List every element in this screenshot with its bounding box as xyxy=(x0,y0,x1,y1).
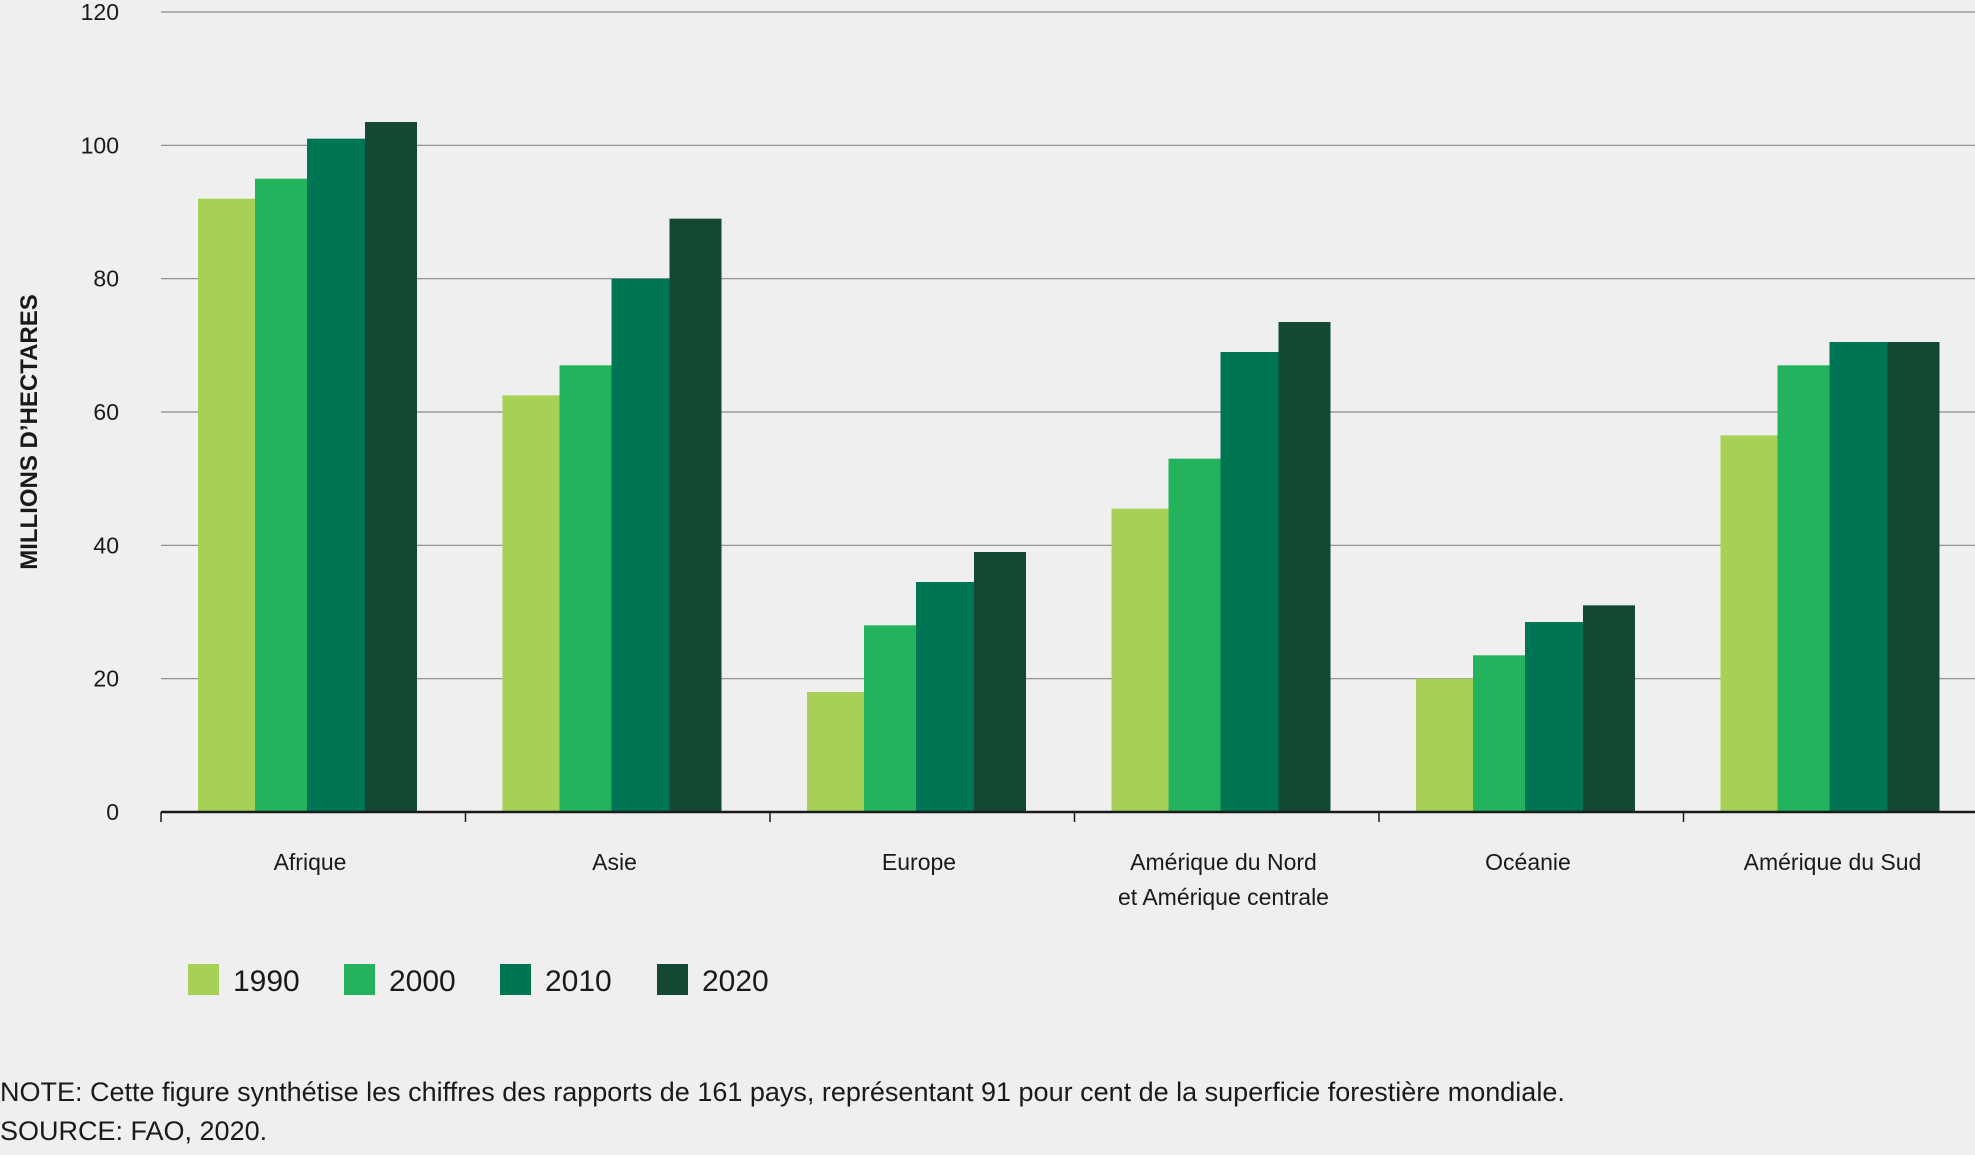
bar-2010-2 xyxy=(916,582,974,812)
bar-2010-0 xyxy=(307,138,365,812)
y-tick-label: 40 xyxy=(93,532,119,558)
legend-label-1990: 1990 xyxy=(233,965,300,998)
category-label: Asie xyxy=(592,849,637,875)
y-tick-label: 100 xyxy=(81,132,119,158)
bar-2000-5 xyxy=(1777,365,1830,812)
bar-1990-1 xyxy=(502,395,560,812)
bar-2000-3 xyxy=(1168,458,1221,812)
y-tick-label: 0 xyxy=(106,799,119,825)
legend-swatch-2020 xyxy=(657,964,688,995)
bar-2020-1 xyxy=(669,218,722,812)
bar-2010-1 xyxy=(611,278,670,813)
category-labels: Afrique Asie Europe Amérique du Nord et Amér… xyxy=(274,849,1922,910)
legend-label-2000: 2000 xyxy=(389,965,456,998)
bar-1990-3 xyxy=(1111,508,1169,812)
legend-swatch-2000 xyxy=(344,964,375,995)
bar-1990-0 xyxy=(198,198,255,812)
bar-2000-0 xyxy=(255,178,307,812)
legend-label-2010: 2010 xyxy=(545,965,612,998)
legend-swatch-1990 xyxy=(188,964,219,995)
bar-2020-0 xyxy=(365,122,417,812)
category-label: Afrique xyxy=(274,849,347,875)
bar-1990-5 xyxy=(1720,435,1778,812)
bar-2010-5 xyxy=(1829,342,1888,812)
footnote-note: NOTE: Cette figure synthétise les chiffr… xyxy=(0,1077,1565,1107)
category-label: Océanie xyxy=(1485,849,1571,875)
category-label: et Amérique centrale xyxy=(1118,884,1329,910)
y-tick-label: 80 xyxy=(93,266,119,292)
y-tick-label: 20 xyxy=(93,666,119,692)
bar-2020-5 xyxy=(1887,342,1940,812)
category-label: Amérique du Sud xyxy=(1744,849,1922,875)
bar-2020-3 xyxy=(1278,322,1331,812)
y-tick-label: 120 xyxy=(81,0,119,25)
bars xyxy=(198,122,1940,813)
legend-label-2020: 2020 xyxy=(702,965,769,998)
y-axis-label: MILLIONS D’HECTARES xyxy=(16,294,43,570)
category-label: Amérique du Nord xyxy=(1130,849,1317,875)
footnote-source: SOURCE: FAO, 2020. xyxy=(0,1116,268,1146)
bar-2020-2 xyxy=(974,552,1026,812)
bar-2010-3 xyxy=(1220,352,1279,812)
bar-2000-2 xyxy=(864,625,916,812)
bar-2010-4 xyxy=(1525,622,1583,812)
legend: 1990 2000 2010 2020 xyxy=(188,964,769,998)
y-axis-ticks: 0 20 40 60 80 100 120 xyxy=(81,0,119,825)
bar-1990-2 xyxy=(807,692,864,812)
bar-2000-4 xyxy=(1473,655,1525,812)
category-label: Europe xyxy=(882,849,956,875)
y-tick-label: 60 xyxy=(93,399,119,425)
bar-2020-4 xyxy=(1583,605,1635,812)
gridlines xyxy=(161,11,1975,680)
bar-2000-1 xyxy=(559,365,612,812)
x-axis xyxy=(160,810,1975,822)
bar-1990-4 xyxy=(1416,678,1473,812)
legend-swatch-2010 xyxy=(500,964,531,995)
